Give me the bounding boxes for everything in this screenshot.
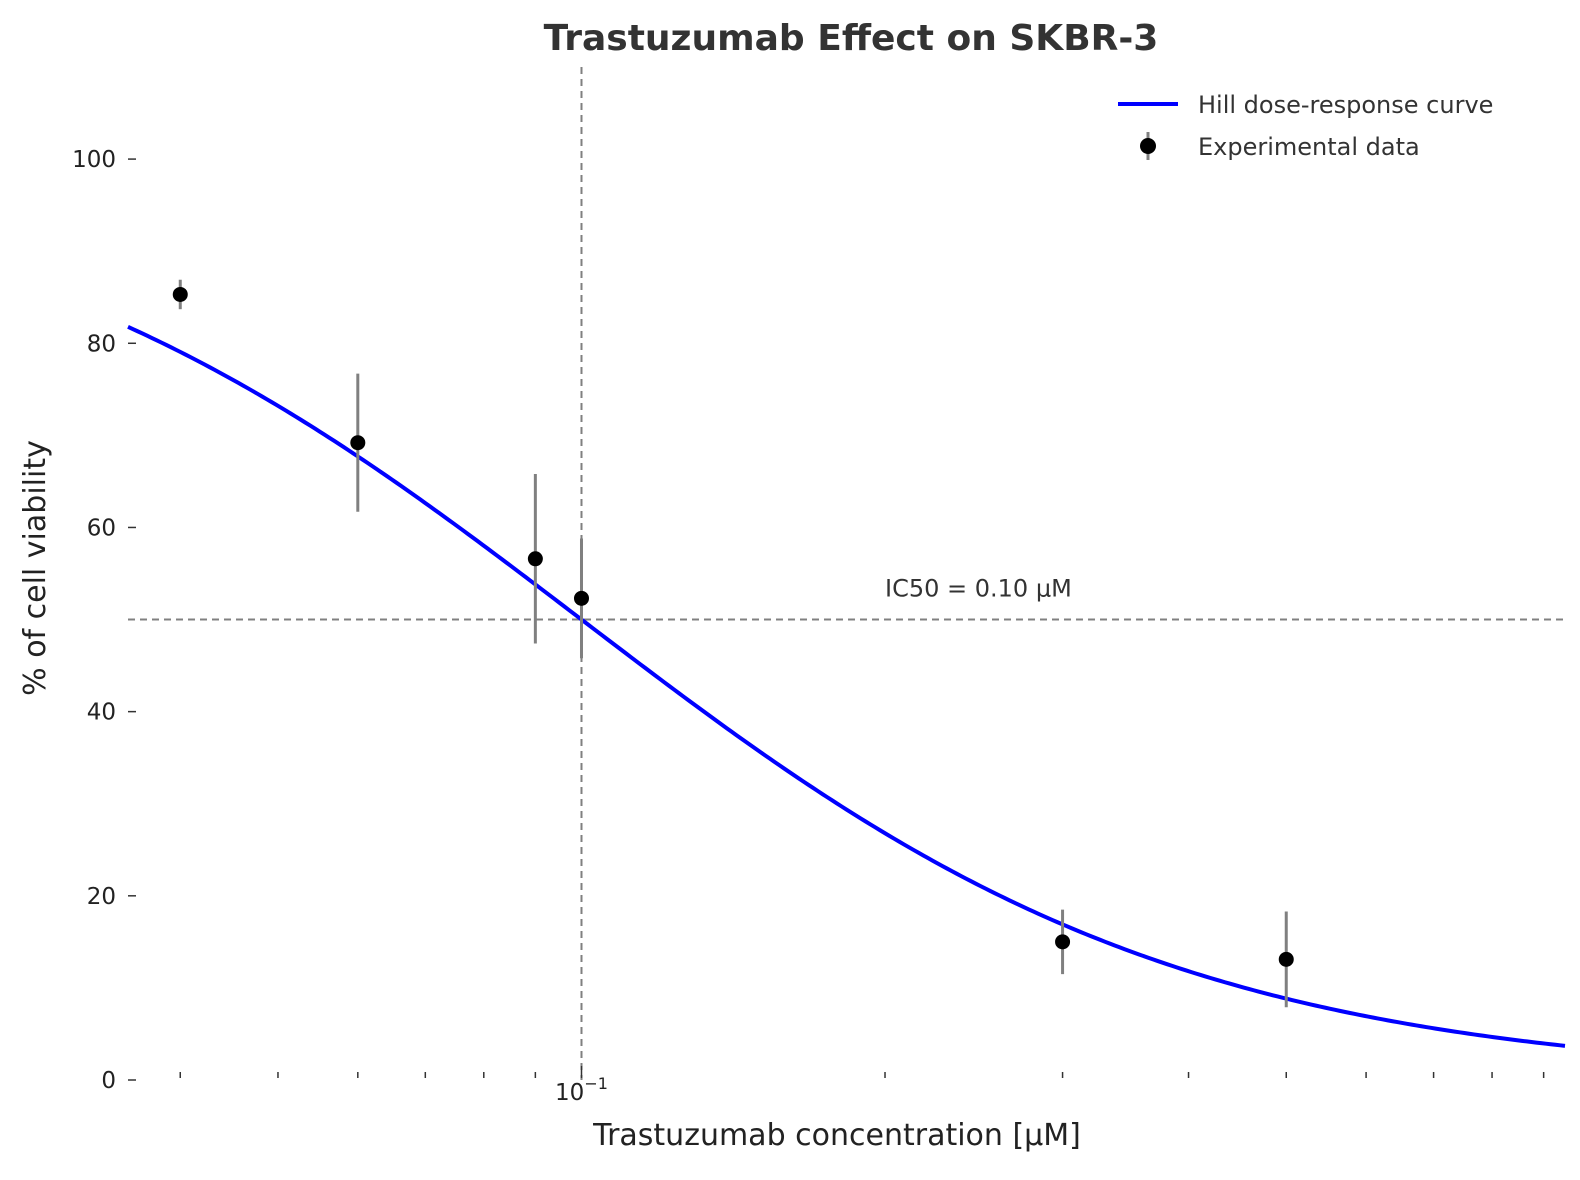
ic50-annotation: IC50 = 0.10 μM xyxy=(885,575,1072,603)
x-axis-label: Trastuzumab concentration [μM] xyxy=(592,1118,1081,1153)
y-tick-label: 40 xyxy=(87,700,116,726)
hill-curve-line xyxy=(127,325,1566,1048)
y-axis-label: % of cell viability xyxy=(18,440,53,696)
data-point xyxy=(573,590,589,606)
y-axis: 0 20 40 60 80 100 xyxy=(72,147,136,1094)
x-tick-label: 10−1 xyxy=(555,1074,608,1106)
data-point xyxy=(1278,951,1294,967)
y-tick-label: 60 xyxy=(87,515,116,541)
chart-title: Trastuzumab Effect on SKBR-3 xyxy=(544,18,1159,59)
y-tick-label: 80 xyxy=(87,331,116,357)
data-point xyxy=(1055,934,1071,950)
experimental-data-points xyxy=(172,279,1294,1008)
y-tick-label: 0 xyxy=(101,1068,116,1094)
y-tick-label: 100 xyxy=(72,147,116,173)
legend-points-label: Experimental data xyxy=(1198,133,1420,161)
legend: Hill dose-response curve Experimental da… xyxy=(1118,91,1493,161)
legend-point-swatch xyxy=(1140,138,1156,154)
legend-curve-label: Hill dose-response curve xyxy=(1198,91,1493,119)
data-point xyxy=(527,551,543,567)
data-point xyxy=(172,286,188,302)
x-axis: 10−1 xyxy=(179,1066,1545,1106)
y-tick-label: 20 xyxy=(87,884,116,910)
data-point xyxy=(350,435,366,451)
reference-lines xyxy=(128,67,1565,1080)
